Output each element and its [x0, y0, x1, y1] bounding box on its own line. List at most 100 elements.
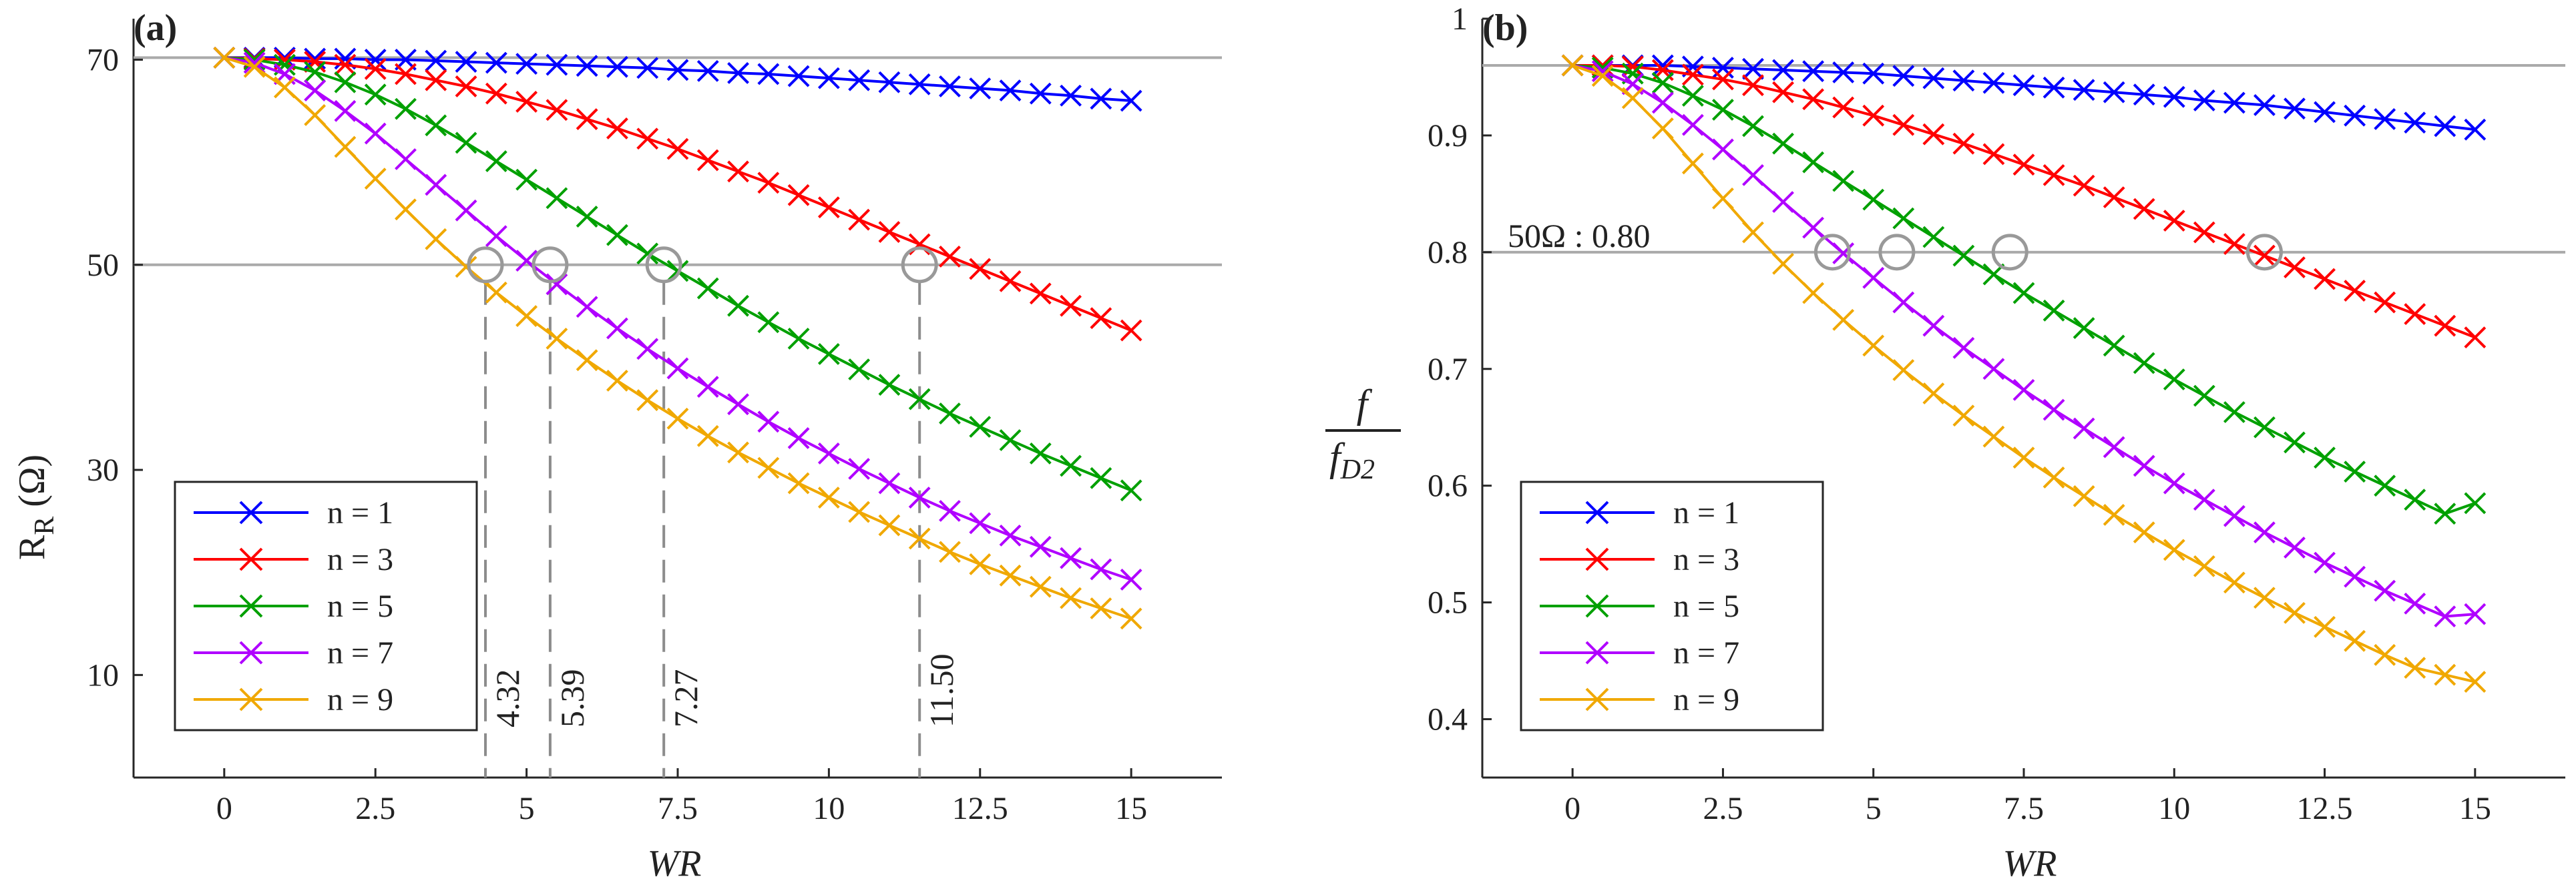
panel-b-series-4-point-21: [2193, 489, 2215, 511]
panel-a-series-2-point-19: [787, 184, 810, 206]
panel-a-series-4-point-19: [787, 427, 810, 449]
panel-b-series-5-point-5: [1712, 187, 1734, 210]
panel-b-legend-marker-2: [1585, 547, 1609, 571]
panel-b-series-3-point-26: [2344, 461, 2366, 483]
panel-b-series-3-point-22: [2223, 401, 2245, 423]
panel-a-x-tick-label-3: 7.5: [658, 791, 698, 826]
panel-a-series-1-point-27: [1029, 82, 1052, 105]
panel-b-legend-marker-1: [1585, 501, 1609, 525]
panel-a-series-5-point-14: [636, 389, 659, 411]
panel-b-series-5-point-18: [2103, 504, 2125, 526]
panel-b-series-4-point-28: [2404, 592, 2426, 615]
panel-b-series-1-point-16: [2043, 76, 2065, 99]
panel-b-series-1-point-18: [2103, 81, 2125, 103]
panel-b-series-3-point-8: [1802, 151, 1825, 174]
panel-a-series-2-point-24: [939, 246, 961, 268]
panel-a-series-3-point-8: [455, 131, 477, 154]
panel-a-series-3-point-5: [364, 83, 387, 106]
panel-a-series-2-point-5: [364, 57, 387, 80]
panel-a-crossing-label-2: 7.27: [667, 669, 704, 728]
panel-b-series-3-point-23: [2253, 416, 2276, 438]
panel-a-x-tick-label-6: 15: [1115, 791, 1147, 826]
panel-a-series-4-point-14: [636, 338, 659, 360]
panel-b-series-4-point-26: [2344, 565, 2366, 588]
panel-b-series-1-point-26: [2344, 104, 2366, 127]
panel-a-series-3-point-16: [696, 277, 719, 300]
panel-b-series-4-point-12: [1922, 314, 1945, 337]
panel-a-series-4-point-12: [576, 296, 598, 318]
panel-a-series-2-point-26: [999, 270, 1022, 292]
panel-b-series-2-point-8: [1802, 88, 1825, 111]
panel-a-series-2-point-18: [757, 172, 780, 194]
panel-b-series-3-point-5: [1712, 99, 1734, 121]
panel-b-x-tick-label-4: 10: [2158, 791, 2190, 826]
panel-a-series-2-point-10: [515, 91, 538, 113]
panel-a-series-1-point-23: [908, 73, 931, 95]
panel-a-series-3-point-28: [1060, 455, 1082, 477]
panel-a-series-5-point-17: [727, 441, 749, 464]
panel-a-series-5-point-10: [515, 305, 538, 327]
panel-a-series-2-point-17: [727, 160, 749, 183]
panel-a-series-2-point-12: [576, 108, 598, 130]
panel-b-series-5-point-10: [1862, 334, 1885, 357]
panel-a-series-5-point-23: [908, 527, 931, 550]
panel-a-series-3-point-10: [515, 168, 538, 191]
panel-a-series-4-point-16: [696, 376, 719, 398]
panel-b-y-tick-label-5: 0.9: [1428, 118, 1468, 154]
panel-a-series-5-point-1: [243, 55, 266, 78]
panel-a-series-4-point-26: [999, 524, 1022, 547]
panel-b-legend-label-4: n = 7: [1673, 635, 1739, 671]
panel-b-x-tick-label-2: 5: [1866, 791, 1882, 826]
panel-b-series-4-point-30: [2464, 603, 2487, 625]
panel-b-crossing-circle-1: [1878, 234, 1916, 271]
panel-a-series-5-point-24: [939, 541, 961, 563]
panel-a-series-2-point-8: [455, 75, 477, 97]
panel-b-series-4-point-15: [2012, 378, 2035, 401]
panel-b-series-1-point-12: [1922, 67, 1945, 89]
panel-a-series-5-point-7: [425, 228, 447, 250]
panel-a-label: (a): [134, 7, 177, 49]
panel-a-legend-marker-4: [239, 641, 263, 665]
panel-a-crossing-circle-2: [645, 246, 682, 284]
panel-b-series-5-point-21: [2193, 555, 2215, 577]
panel-b-series-5-point-25: [2314, 615, 2336, 638]
panel-b-series-5-point-14: [1982, 425, 2005, 448]
panel-a-series-1-point-16: [696, 59, 719, 82]
panel-b-series-5-point-27: [2374, 643, 2396, 666]
panel-a-series-5-point-2: [273, 76, 296, 99]
panel-b-series-4-point-5: [1712, 138, 1734, 161]
panel-a-series-4-point-18: [757, 410, 780, 433]
panel-a-series-5-point-18: [757, 457, 780, 479]
panel-a-series-5-point-19: [787, 472, 810, 495]
panel-b-x-tick-label-6: 15: [2459, 791, 2491, 826]
panel-a-series-1-point-20: [817, 67, 840, 89]
panel-b-series-1-point-29: [2434, 115, 2456, 137]
panel-b-series-3-point-18: [2103, 334, 2125, 357]
panel-b-series-2-point-26: [2344, 280, 2366, 302]
panel-b-series-3-point-30: [2464, 492, 2487, 515]
panel-b-series-3-point-13: [1952, 244, 1975, 267]
panel-a-series-5-point-30: [1120, 607, 1142, 630]
panel-b-series-3-point-11: [1892, 207, 1915, 230]
panel-a-series-5-point-20: [817, 487, 840, 509]
panel-a-series-4-point-4: [334, 99, 357, 122]
panel-b-series-5-point-15: [2012, 447, 2035, 469]
panel-a-series-3-point-19: [787, 327, 810, 350]
panel-b-series-4-point-29: [2434, 605, 2456, 628]
panel-a-series-2-point-3: [304, 51, 327, 73]
panel-b-series-1-point-6: [1742, 57, 1764, 80]
panel-b-crossing-circle-2: [1991, 234, 2028, 271]
panel-b-series-5-point-16: [2043, 467, 2065, 489]
panel-a-crossing-label-3: 11.50: [923, 653, 960, 727]
panel-a-series-3-point-11: [546, 187, 568, 210]
panel-b-crossing-circle-3: [2245, 234, 2283, 271]
panel-b-series-5-point-6: [1742, 221, 1764, 244]
panel-a-series-1-point-5: [364, 49, 387, 71]
panel-a-series-2-point-20: [817, 196, 840, 219]
panel-a-y-title-sub: R: [29, 517, 60, 535]
panel-b-series-2-point-25: [2314, 268, 2336, 290]
panel-b-series-2-point-21: [2193, 221, 2215, 244]
panel-b-series-5-point-19: [2133, 521, 2155, 544]
panel-b-series-4-point-11: [1892, 291, 1915, 314]
panel-a-series-2-point-11: [546, 99, 568, 121]
